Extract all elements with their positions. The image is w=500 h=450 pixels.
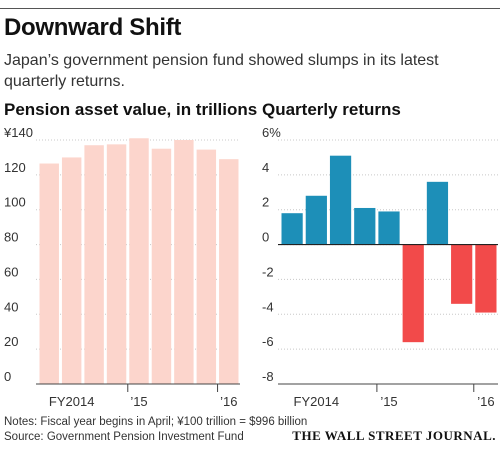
chart-subtitle: Japan’s government pension fund showed s… [4,52,439,90]
bar [196,149,217,384]
y-tick-label: 60 [4,264,18,279]
x-tick-label: ’15 [130,394,147,409]
bar [61,157,82,384]
x-tick-label: FY2014 [294,394,340,409]
bar [151,148,172,384]
wsj-logo: THE WALL STREET JOURNAL. [292,428,496,443]
bar [451,244,473,304]
bar [329,155,352,245]
y-tick-label: 100 [4,195,26,210]
y-tick-label: -8 [262,369,274,384]
y-tick-label: 6% [262,126,281,140]
left-panel-title: Pension asset value, in trillions [4,100,258,119]
y-tick-label: -6 [262,334,274,349]
bar [106,144,127,384]
x-tick-label: FY2014 [49,394,95,409]
y-tick-label: 120 [4,160,26,175]
y-tick-label: 0 [4,369,11,384]
bar [281,213,303,245]
bar [402,244,424,343]
bar [219,159,239,384]
x-tick-label: ’15 [380,394,397,409]
bar [129,138,149,384]
bar [475,244,497,313]
bar [174,140,194,384]
y-tick-label: ¥140 [3,126,33,140]
pension-asset-chart: 0 20 40 60 80 100 120 ¥140 FY2014 ’15 ’16 [3,126,240,409]
top-rule [0,8,500,9]
y-tick-label: -4 [262,299,274,314]
bar [39,163,59,384]
bar [354,207,376,245]
bar [84,145,104,384]
y-tick-label: 4 [262,160,269,175]
quarterly-returns-chart: -8 -6 -4 -2 0 2 4 6% FY2014 ’15 ’16 [262,126,498,409]
y-tick-label: -2 [262,264,274,279]
y-tick-label: 80 [4,230,18,245]
y-tick-label: 20 [4,334,18,349]
right-panel-title: Quarterly returns [262,100,401,119]
y-tick-label: 40 [4,299,18,314]
y-tick-label: 2 [262,195,269,210]
bar [378,211,400,245]
bar [426,181,449,245]
source-text: Source: Government Pension Investment Fu… [4,431,244,443]
bar [305,195,327,245]
notes-text: Notes: Fiscal year begins in April; ¥100… [4,416,308,428]
y-tick-label: 0 [262,230,269,245]
chart-title: Downward Shift [4,14,182,41]
x-tick-label: ’16 [477,394,494,409]
x-tick-label: ’16 [220,394,237,409]
